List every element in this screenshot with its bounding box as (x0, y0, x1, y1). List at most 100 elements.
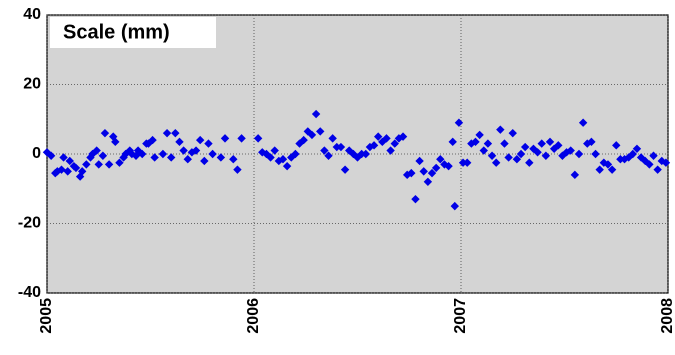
point (233, 165, 242, 174)
point (63, 167, 72, 176)
point (349, 149, 358, 159)
point (533, 148, 542, 157)
point (253, 134, 263, 143)
point (599, 158, 609, 167)
point (65, 156, 74, 166)
y-tick-label: 40 (23, 6, 41, 23)
point (237, 134, 246, 143)
point (94, 160, 103, 169)
point (479, 146, 488, 155)
point (191, 146, 201, 155)
y-tick-label: 20 (23, 76, 41, 93)
point (558, 151, 567, 160)
point (574, 149, 584, 159)
point (436, 155, 445, 164)
point (475, 130, 484, 140)
point (88, 149, 97, 159)
y-tick-label: 0 (32, 145, 41, 162)
point (545, 137, 555, 147)
point (516, 149, 526, 159)
point (649, 151, 658, 160)
point (587, 137, 596, 147)
chart-title: Scale (mm) (63, 21, 170, 43)
y-tick-label: -40 (18, 284, 41, 301)
point (448, 137, 457, 147)
point (167, 153, 176, 162)
point (537, 139, 546, 148)
point (278, 155, 288, 164)
point (179, 146, 188, 155)
point (566, 146, 575, 155)
point (487, 151, 497, 160)
point (282, 161, 292, 171)
point (115, 158, 124, 167)
point (520, 142, 530, 152)
point (411, 194, 420, 204)
point (595, 165, 604, 174)
point (171, 128, 180, 138)
point (291, 149, 300, 159)
point (57, 165, 66, 174)
point (496, 125, 505, 134)
point (512, 155, 522, 164)
point (591, 149, 600, 159)
point (46, 151, 56, 160)
point (570, 170, 580, 180)
point (645, 160, 654, 169)
point (483, 139, 493, 148)
point (311, 109, 321, 119)
title-box (50, 17, 216, 48)
point (299, 135, 308, 145)
point (158, 149, 168, 159)
points (42, 109, 671, 211)
point (162, 128, 172, 138)
point (324, 151, 333, 160)
point (229, 155, 238, 164)
point (111, 137, 120, 147)
point (415, 156, 424, 166)
x-tick-label: 2006 (245, 298, 262, 334)
point (148, 135, 157, 145)
point (612, 141, 621, 150)
point (632, 144, 642, 153)
point (82, 160, 91, 169)
point (603, 160, 613, 169)
x-tick-label: 2008 (659, 298, 675, 334)
point (504, 153, 513, 162)
point (121, 149, 130, 159)
x-tick-label: 2005 (38, 298, 55, 334)
point (307, 130, 317, 140)
point (100, 128, 110, 138)
point (562, 148, 571, 157)
point (119, 153, 128, 162)
point (104, 160, 114, 169)
point (390, 139, 399, 148)
point (450, 201, 459, 211)
point (471, 137, 480, 147)
point (500, 139, 509, 148)
point (641, 156, 650, 166)
point (220, 134, 230, 143)
point (175, 137, 184, 147)
point (386, 146, 395, 155)
point (431, 163, 441, 173)
point (419, 167, 428, 176)
point (491, 158, 501, 167)
point (216, 153, 226, 162)
point (444, 161, 453, 171)
point (138, 149, 147, 159)
point (407, 168, 416, 178)
point (109, 132, 118, 141)
point (195, 135, 205, 145)
point (529, 144, 538, 153)
point (208, 149, 217, 159)
point (661, 158, 671, 167)
point (398, 132, 408, 141)
point (578, 118, 588, 127)
point (127, 149, 137, 159)
point (607, 165, 617, 174)
point (423, 177, 433, 186)
point (59, 153, 68, 162)
point (71, 163, 81, 173)
point (653, 165, 662, 174)
